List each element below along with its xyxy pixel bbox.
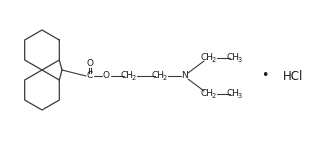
Text: C: C: [87, 72, 93, 80]
Text: 2: 2: [212, 57, 216, 63]
Text: HCl: HCl: [283, 70, 304, 82]
Text: 3: 3: [238, 93, 242, 99]
Text: CH: CH: [226, 89, 240, 98]
Text: CH: CH: [201, 54, 213, 63]
Text: CH: CH: [121, 72, 134, 80]
Text: 3: 3: [238, 57, 242, 63]
Text: CH: CH: [151, 72, 164, 80]
Text: CH: CH: [226, 54, 240, 63]
Text: 2: 2: [212, 93, 216, 99]
Text: CH: CH: [201, 89, 213, 98]
Text: 2: 2: [163, 75, 167, 81]
Text: O: O: [86, 59, 93, 68]
Text: N: N: [182, 72, 188, 80]
Text: •: •: [261, 70, 269, 82]
Text: O: O: [103, 72, 110, 80]
Text: 2: 2: [132, 75, 136, 81]
